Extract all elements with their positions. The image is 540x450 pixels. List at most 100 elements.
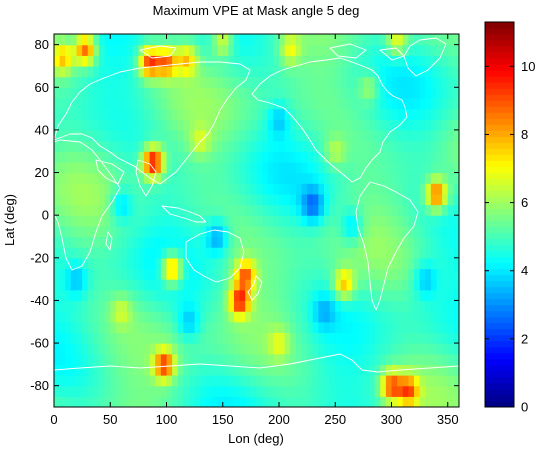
heatmap-cell xyxy=(363,204,370,216)
heatmap-cell xyxy=(284,76,291,88)
heatmap-cell xyxy=(149,140,156,152)
colorbar-segment xyxy=(485,190,514,197)
heatmap-cell xyxy=(228,396,235,407)
heatmap-cell xyxy=(329,385,336,397)
heatmap-cell xyxy=(82,151,89,163)
heatmap-cell xyxy=(138,343,145,355)
heatmap-cell xyxy=(352,172,359,184)
heatmap-cell xyxy=(273,375,280,387)
heatmap-cell xyxy=(239,151,246,163)
heatmap-cell xyxy=(127,204,134,216)
heatmap-cell xyxy=(380,385,387,397)
heatmap-cell xyxy=(312,236,319,248)
heatmap-cell xyxy=(172,257,179,270)
heatmap-cell xyxy=(284,44,291,56)
heatmap-cell xyxy=(369,34,376,46)
heatmap-cell xyxy=(76,204,83,216)
heatmap-cell xyxy=(273,225,280,238)
heatmap-cell xyxy=(228,44,235,56)
heatmap-cell xyxy=(234,385,241,397)
heatmap-cell xyxy=(54,289,61,302)
heatmap-cell xyxy=(335,34,342,46)
heatmap-cell xyxy=(453,87,459,99)
heatmap-cell xyxy=(419,385,426,397)
heatmap-cell xyxy=(346,97,353,110)
colorbar-segment xyxy=(485,178,514,185)
heatmap-cell xyxy=(284,215,291,227)
heatmap-cell xyxy=(189,385,196,397)
heatmap-cell xyxy=(104,311,111,323)
heatmap-cell xyxy=(239,300,246,312)
heatmap-cell xyxy=(104,385,111,397)
heatmap-cell xyxy=(273,193,280,206)
colorbar-segment xyxy=(485,382,514,390)
heatmap-cell xyxy=(374,65,381,78)
heatmap-cell xyxy=(183,289,190,302)
heatmap-cell xyxy=(312,257,319,270)
heatmap-cell xyxy=(262,97,269,110)
heatmap-cell xyxy=(352,193,359,206)
heatmap-cell xyxy=(76,353,83,365)
heatmap-cell xyxy=(54,183,61,195)
heatmap-cell xyxy=(115,279,123,291)
heatmap-cell xyxy=(82,236,89,248)
heatmap-cell xyxy=(189,236,196,248)
heatmap-cell xyxy=(99,161,106,174)
heatmap-cell xyxy=(447,396,454,407)
heatmap-cell xyxy=(318,332,325,344)
heatmap-cell xyxy=(397,193,404,206)
heatmap-cell xyxy=(138,161,145,174)
heatmap-cell xyxy=(194,311,201,323)
heatmap-cell xyxy=(295,257,303,270)
heatmap-cell xyxy=(324,268,331,280)
heatmap-cell xyxy=(172,55,179,67)
heatmap-cell xyxy=(329,236,336,248)
heatmap-cell xyxy=(250,44,258,56)
heatmap-cell xyxy=(363,172,370,184)
heatmap-cell xyxy=(369,87,376,99)
heatmap-cell xyxy=(408,289,415,302)
heatmap-cell xyxy=(380,396,387,407)
heatmap-cell xyxy=(121,65,128,78)
colorbar-segment xyxy=(485,262,514,270)
heatmap-cell xyxy=(256,396,263,407)
heatmap-cell xyxy=(59,364,66,376)
heatmap-cell xyxy=(138,353,145,365)
heatmap-cell xyxy=(177,87,184,99)
heatmap-cell xyxy=(273,140,280,152)
heatmap-cell xyxy=(194,236,201,248)
heatmap-cell xyxy=(301,321,308,333)
heatmap-cell xyxy=(346,257,353,270)
heatmap-cell xyxy=(369,119,376,131)
heatmap-cell xyxy=(312,311,319,323)
colorbar-tick-label: 8 xyxy=(521,127,528,142)
colorbar-segment xyxy=(485,256,514,264)
heatmap-cell xyxy=(329,76,336,88)
heatmap-cell xyxy=(189,257,196,270)
heatmap-cell xyxy=(374,311,381,323)
colorbar-segment xyxy=(485,274,514,282)
heatmap-cell xyxy=(430,385,438,397)
heatmap-cell xyxy=(234,97,241,110)
heatmap-cell xyxy=(290,289,297,302)
heatmap-cell xyxy=(222,55,229,67)
heatmap-cell xyxy=(391,268,398,280)
heatmap-cell xyxy=(267,375,274,387)
heatmap-cell xyxy=(245,364,252,376)
heatmap-cell xyxy=(340,257,348,270)
heatmap-cell xyxy=(183,34,190,46)
heatmap-cell xyxy=(82,65,89,78)
heatmap-cell xyxy=(93,193,100,206)
heatmap-cell xyxy=(414,172,421,184)
heatmap-cell xyxy=(211,289,218,302)
heatmap-cell xyxy=(160,119,168,131)
heatmap-cell xyxy=(357,76,364,88)
heatmap-cell xyxy=(397,129,404,142)
heatmap-cell xyxy=(217,332,224,344)
heatmap-cell xyxy=(205,76,213,88)
colorbar-segment xyxy=(485,28,514,35)
heatmap-cell xyxy=(397,268,404,280)
colorbar-segment xyxy=(485,400,514,408)
heatmap-cell xyxy=(144,151,151,163)
heatmap-cell xyxy=(99,343,106,355)
